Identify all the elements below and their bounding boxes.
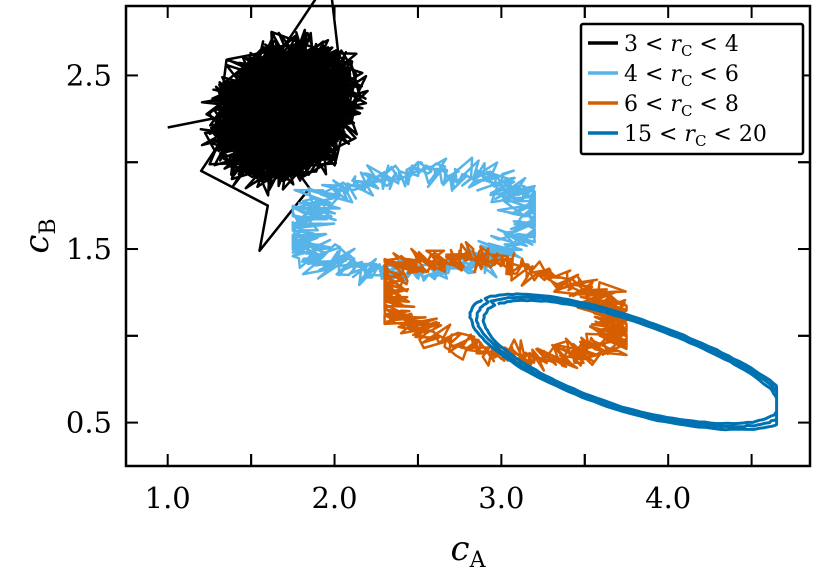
legend-box bbox=[579, 22, 805, 156]
x-tick-label: 4.0 bbox=[645, 481, 691, 515]
series-line-1 bbox=[167, 0, 369, 253]
y-tick-label: 2.5 bbox=[66, 58, 112, 92]
legend-entry: 4 < rC < 6 bbox=[624, 62, 739, 90]
tick-labels: 1.0 2.0 3.0 4.0 0.5 1.5 2.5 bbox=[66, 58, 691, 515]
x-axis-label: cA bbox=[451, 529, 487, 573]
x-tick-label: 2.0 bbox=[311, 481, 357, 515]
ticks-layer bbox=[126, 6, 810, 466]
series-line-3 bbox=[383, 240, 628, 372]
legend-entry: 3 < rC < 4 bbox=[624, 32, 739, 60]
y-axis-label: cB bbox=[17, 218, 61, 253]
legend-entry: 15 < rC < 20 bbox=[624, 122, 767, 150]
series-line-2 bbox=[291, 156, 536, 287]
y-tick-label: 1.5 bbox=[66, 232, 112, 266]
legend-entry: 6 < rC < 8 bbox=[624, 92, 739, 120]
series-layer bbox=[167, 0, 779, 432]
y-tick-label: 0.5 bbox=[66, 406, 112, 440]
legend: 3 < rC < 44 < rC < 66 < rC < 815 < rC < … bbox=[579, 22, 805, 156]
series-line-4 bbox=[468, 292, 779, 432]
plot-frame bbox=[124, 4, 812, 468]
x-tick-label: 3.0 bbox=[478, 481, 524, 515]
x-tick-label: 1.0 bbox=[145, 481, 191, 515]
